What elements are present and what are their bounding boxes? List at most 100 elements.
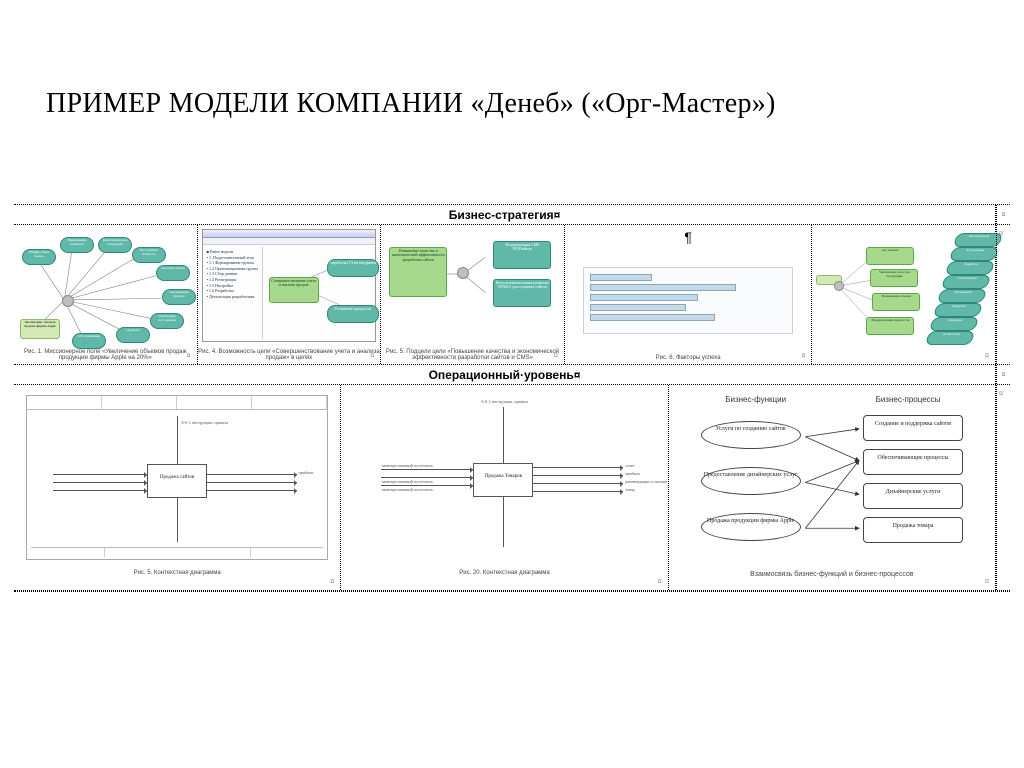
- arrow-bottom: [177, 498, 178, 542]
- func-node: Предоставление дизайнерских услуг: [701, 467, 801, 495]
- arrow-bottom: [503, 497, 504, 547]
- goal-sub: Использование языка разметки HTML5 для с…: [493, 279, 551, 307]
- goal-sub: Модернизация CMS WEDadmin: [493, 241, 551, 269]
- chart-frame: [583, 267, 794, 334]
- strategy-row: Общий объем рынка Привлечение клиентов Т…: [14, 225, 1010, 365]
- node: Увеличение качества продукции: [870, 269, 918, 287]
- arrow-label: заинтересованный посетитель: [381, 479, 433, 484]
- arrow-in: [381, 477, 473, 478]
- app-window: ■ Ранее модели • 1. Подготовительный эта…: [202, 229, 377, 342]
- idef-header: [27, 396, 327, 410]
- tree-item: • 1.1 Формирование группы: [207, 260, 260, 266]
- cascade-item: Поддержка: [929, 317, 980, 331]
- corner-mark: ¤: [330, 577, 334, 586]
- arrow-label: отчет: [625, 463, 634, 468]
- section-header-operational: Операционный·уровень¤ ¤: [14, 365, 1010, 385]
- arrow-in: [53, 474, 147, 475]
- tree-item: • Детализация разработчика: [207, 294, 260, 300]
- idef-box: Продажа сайтов: [147, 464, 207, 498]
- tree-pane: ■ Ранее модели • 1. Подготовительный эта…: [205, 247, 263, 339]
- arrow-label: заинтересованный посетитель: [381, 463, 433, 468]
- arrow-top: [503, 407, 504, 463]
- cascade-item: Сопровождение: [941, 275, 992, 289]
- node: Общий объем рынка: [22, 249, 56, 265]
- idef-box: Продажа Товаров: [473, 463, 533, 497]
- node: Организация продаж: [162, 289, 196, 305]
- col-left-header: Бизнес-функции: [701, 395, 811, 404]
- cascade-item: Эксплуатация: [925, 331, 976, 345]
- col-right-header: Бизнес-процессы: [853, 395, 963, 404]
- caption: Рис. 6. Факторы успеха: [565, 355, 812, 361]
- cascade-item: Актуализация: [949, 247, 1000, 261]
- thumb-context-2: А-0.1, инструкции, правила заинтересован…: [341, 385, 668, 590]
- arrow-label: А-0.1, инструкции, правила: [181, 420, 228, 425]
- corner-mark: ¤: [187, 351, 191, 360]
- corner-mark: ¤: [554, 351, 558, 360]
- arrow-label: заинтересованный посетитель: [381, 487, 433, 492]
- node: нет данных: [866, 247, 914, 265]
- arrow-out: [533, 491, 623, 492]
- arrow-label: рекомендации и отклики: [625, 479, 667, 484]
- proc-node: Дизайнерские услуги: [863, 483, 963, 509]
- model-matrix: Бизнес-стратегия¤ ¤ Общий объем рынка Пр…: [14, 204, 1010, 592]
- idef-footer: [31, 547, 323, 557]
- operational-label: Операционный·уровень¤: [14, 365, 996, 384]
- top-label: А-0.1, инструкции, правила: [481, 399, 528, 404]
- caption: Взаимосвязь бизнес-функций и бизнес-проц…: [669, 571, 995, 578]
- func-node: Продажа продукции фирмы Apple: [701, 513, 801, 541]
- arrow-label: товар: [625, 487, 634, 492]
- thumb-mindmap: Общий объем рынка Привлечение клиентов Т…: [14, 225, 198, 364]
- row-end-mark: [996, 385, 1010, 590]
- thumb-goal-tree: Повышение качества и экономической эффек…: [381, 225, 565, 364]
- cascade-item: Тестирование: [937, 289, 988, 303]
- arrow-out: [533, 475, 623, 476]
- operational-row: А-0.1, инструкции, правила Продажа сайто…: [14, 385, 1010, 591]
- arrow-out: [533, 467, 623, 468]
- arrow-top: [177, 416, 178, 464]
- proc-node: Продажа товара: [863, 517, 963, 543]
- thumb-factors: ¶ Рис. 6. Факторы успеха ¤: [565, 225, 813, 364]
- proc-node: Создание и поддержка сайтов: [863, 415, 963, 441]
- node: Технологическая поддержка: [98, 237, 132, 253]
- goal-main: Повышение качества и экономической эффек…: [389, 247, 447, 297]
- arrow-out: [207, 490, 297, 491]
- corner-mark: ¤: [658, 577, 662, 586]
- arrow-in: [53, 490, 147, 491]
- corner-mark: ¤: [370, 351, 374, 360]
- node: Продажа: [116, 327, 150, 343]
- node: Постоянные клиенты: [132, 247, 166, 263]
- func-node: Услуги по созданию сайтов: [701, 421, 801, 449]
- corner-mark: ¤: [985, 351, 989, 360]
- cascade-item: Разработка: [945, 261, 996, 275]
- bubble: Разработка ТЗ на внедрение: [327, 259, 379, 277]
- mark-cell: ¤: [996, 365, 1010, 384]
- node: Привлечение клиентов: [60, 237, 94, 253]
- mark-cell: ¤: [996, 205, 1010, 224]
- thumb-window: ■ Ранее модели • 1. Подготовительный эта…: [198, 225, 382, 364]
- corner-mark: ¤: [985, 577, 989, 586]
- node: Обслуживание: [72, 333, 106, 349]
- node: Повышение объема: [872, 293, 920, 311]
- hub-node: [834, 281, 844, 291]
- toolbar: [203, 238, 376, 245]
- caption: Рис. 1. Миссионерное поле «Увеличение об…: [14, 349, 197, 361]
- cascade-item: Внедрение: [933, 303, 984, 317]
- proc-node: Обеспечивающие процессы: [863, 449, 963, 475]
- arrow-out: [207, 482, 297, 483]
- strategy-label: Бизнес-стратегия¤: [14, 205, 996, 224]
- arrow-in: [381, 485, 473, 486]
- bubble: Совершенствование учета и анализа продаж: [269, 277, 319, 303]
- cascade-stack: Проектирование Актуализация Разработка С…: [927, 233, 991, 348]
- arrow-in: [53, 482, 147, 483]
- arrow-label: прибыль: [299, 470, 314, 475]
- thumb-context-1: А-0.1, инструкции, правила Продажа сайто…: [14, 385, 341, 590]
- caption: Рис. 20. Контекстная диаграмма: [341, 570, 667, 576]
- node: Управление поставками: [150, 313, 184, 329]
- content-pane: Совершенствование учета и анализа продаж…: [265, 247, 374, 339]
- hub-node: [457, 267, 469, 279]
- caption: Рис. 5. Подцели цели «Повышение качества…: [381, 349, 564, 361]
- node-goal: Увеличение объемов продаж фирмы Apple: [20, 319, 60, 339]
- arrow-label: прибыль: [625, 471, 640, 476]
- thumb-cascade: нет данных Увеличение качества продукции…: [812, 225, 996, 364]
- map-frame: Бизнес-функции Бизнес-процессы Услуги по…: [687, 395, 977, 564]
